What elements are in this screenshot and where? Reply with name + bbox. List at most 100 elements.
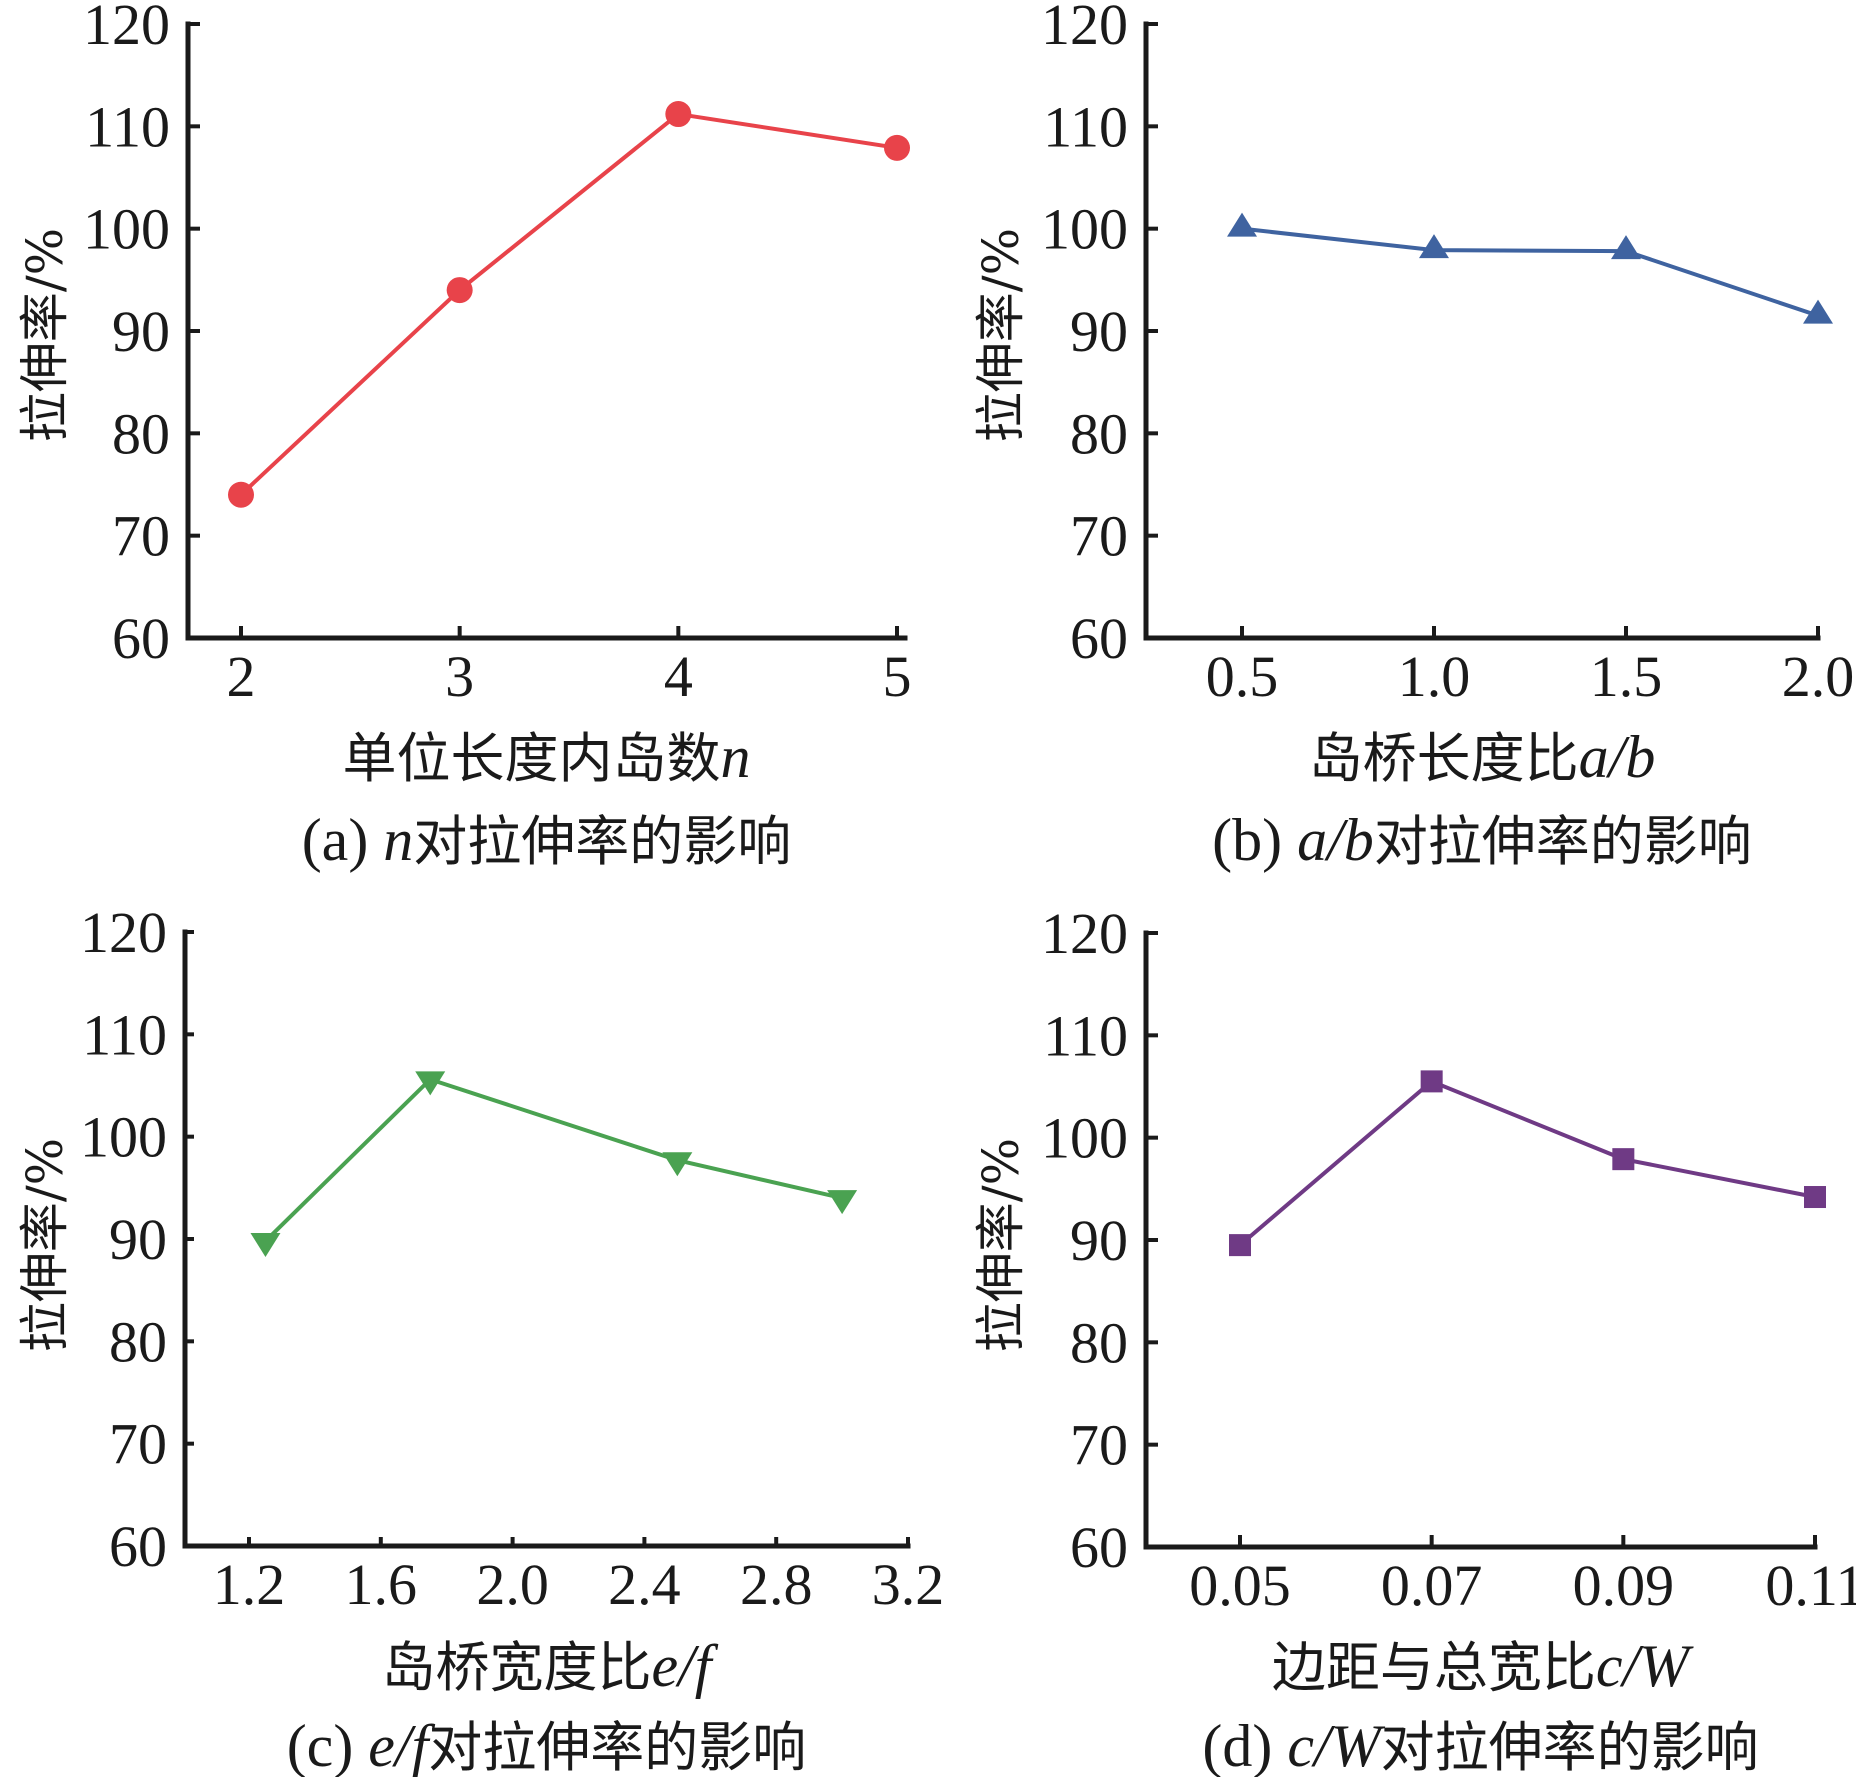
x-axis-title-variable: c/W	[1596, 1633, 1694, 1699]
x-tick-label: 0.5	[1206, 644, 1279, 709]
y-tick-label: 120	[83, 0, 170, 57]
caption-text: 对拉伸率的影响	[1381, 1716, 1759, 1777]
data-point-square	[1804, 1186, 1826, 1209]
data-point-triangle-up	[1227, 212, 1257, 237]
y-tick-label: 70	[109, 1412, 167, 1477]
y-tick-label: 70	[1070, 504, 1128, 569]
data-point-circle	[228, 481, 254, 508]
data-point-circle	[884, 134, 910, 161]
y-axis-title: 拉伸率/%	[16, 1138, 74, 1352]
caption-prefix: (d)	[1202, 1713, 1287, 1777]
y-tick-label: 90	[109, 1207, 167, 1272]
x-tick-label: 0.09	[1573, 1553, 1675, 1618]
x-axis-title-text: 岛桥长度比	[1309, 727, 1579, 790]
y-tick-label: 120	[1041, 0, 1128, 57]
x-axis-title-variable: n	[721, 724, 751, 790]
y-tick-label: 90	[112, 299, 170, 364]
x-axis-title-text: 岛桥宽度比	[382, 1636, 652, 1699]
x-axis-title-text: 单位长度内岛数	[343, 727, 721, 790]
y-axis-title: 拉伸率/%	[972, 1138, 1030, 1352]
y-tick-label: 60	[109, 1514, 167, 1579]
x-tick-label: 0.07	[1381, 1553, 1483, 1618]
y-tick-label: 120	[1041, 901, 1128, 966]
x-axis-title-variable: e/f	[652, 1633, 719, 1699]
panel-d: 60 70 80 90 100 110 120 0.05 0.07 0.09 0.11 拉伸率/% 边距…	[972, 901, 1856, 1777]
panel-caption: (c) e/f对拉伸率的影响	[287, 1713, 807, 1777]
y-tick-label: 100	[80, 1105, 167, 1170]
series-line	[1238, 1079, 1816, 1247]
x-tick-label: 5	[883, 644, 912, 709]
y-axis-title: 拉伸率/%	[16, 228, 74, 442]
x-tick-label: 2	[227, 644, 256, 709]
x-axis-title: 边距与总宽比c/W	[1272, 1633, 1694, 1699]
axes-frame	[185, 21, 908, 641]
x-axis-title: 单位长度内岛数n	[343, 724, 751, 790]
y-tick-label: 80	[1070, 1310, 1128, 1375]
caption-text: 对拉伸率的影响	[1374, 810, 1752, 873]
y-tick-label: 60	[1070, 606, 1128, 671]
x-tick-label: 2.0	[1782, 644, 1855, 709]
caption-text: 对拉伸率的影响	[413, 810, 791, 873]
axes-frame	[1143, 21, 1821, 641]
data-point-triangle-down	[662, 1152, 693, 1177]
panel-caption: (b) a/b对拉伸率的影响	[1212, 807, 1752, 873]
x-tick-label: 3.2	[872, 1552, 945, 1617]
y-tick-label: 70	[1070, 1413, 1128, 1478]
caption-variable: e/f	[368, 1713, 435, 1777]
data-point-triangle-down	[415, 1071, 446, 1096]
x-axis-title: 岛桥宽度比e/f	[382, 1633, 719, 1699]
panel-c: 60 70 80 90 100 110 120 1.2 1.6 2.0 2.4 2.8 3.2 拉伸率/%…	[16, 900, 944, 1777]
caption-prefix: (b)	[1212, 807, 1297, 873]
x-tick-label: 2.0	[476, 1552, 549, 1617]
y-tick-label: 110	[1043, 1003, 1128, 1068]
y-tick-label: 100	[83, 197, 170, 262]
y-tick-label: 70	[112, 504, 170, 569]
x-tick-label: 1.2	[213, 1552, 286, 1617]
caption-prefix: (a)	[302, 807, 384, 873]
y-tick-label: 80	[112, 401, 170, 466]
x-axis-title-variable: a/b	[1579, 724, 1656, 790]
x-tick-label: 1.5	[1590, 644, 1663, 709]
data-point-circle	[446, 277, 473, 304]
y-tick-label: 90	[1070, 1208, 1128, 1273]
data-point-circle	[665, 101, 692, 128]
series-line	[1241, 226, 1819, 318]
x-tick-label: 1.6	[345, 1552, 418, 1617]
y-tick-label: 90	[1070, 299, 1128, 364]
y-tick-label: 60	[112, 606, 170, 671]
series-line	[239, 111, 898, 497]
data-point-triangle-up	[1803, 299, 1833, 324]
x-tick-label: 0.05	[1189, 1553, 1291, 1618]
caption-variable: n	[383, 807, 413, 873]
axes-frame	[182, 929, 911, 1549]
y-tick-label: 110	[1043, 94, 1128, 159]
x-tick-label: 0.11	[1765, 1553, 1856, 1618]
y-tick-label: 100	[1041, 1106, 1128, 1171]
panel-caption: (a) n对拉伸率的影响	[302, 807, 792, 873]
caption-variable: c/W	[1287, 1713, 1385, 1777]
data-point-square	[1229, 1234, 1251, 1257]
data-point-square	[1420, 1070, 1443, 1093]
data-point-square	[1612, 1148, 1635, 1171]
y-axis-title: 拉伸率/%	[972, 228, 1030, 442]
y-tick-label: 110	[85, 94, 170, 159]
y-tick-label: 80	[109, 1309, 167, 1374]
caption-text: 对拉伸率的影响	[428, 1716, 806, 1777]
x-axis-title: 岛桥长度比a/b	[1309, 724, 1656, 790]
caption-prefix: (c)	[287, 1713, 369, 1777]
x-tick-label: 4	[664, 644, 693, 709]
data-point-triangle-up	[1419, 234, 1449, 259]
x-tick-label: 2.8	[740, 1552, 813, 1617]
x-tick-label: 3	[445, 644, 474, 709]
panel-caption: (d) c/W对拉伸率的影响	[1202, 1713, 1758, 1777]
series-line	[264, 1077, 843, 1243]
y-tick-label: 120	[80, 900, 167, 965]
y-tick-label: 60	[1070, 1515, 1128, 1580]
data-point-triangle-up	[1611, 235, 1641, 260]
caption-variable: a/b	[1297, 807, 1374, 873]
y-tick-label: 100	[1041, 197, 1128, 262]
x-tick-label: 1.0	[1398, 644, 1471, 709]
